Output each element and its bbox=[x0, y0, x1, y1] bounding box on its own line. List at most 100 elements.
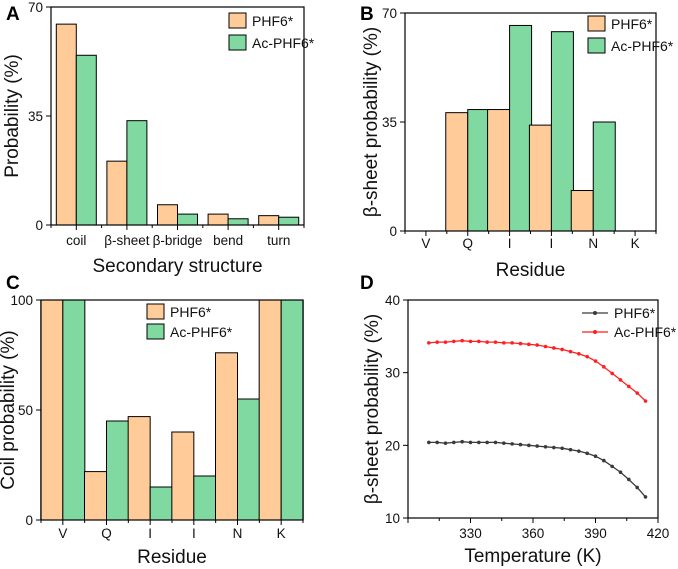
point-ac-phf6 bbox=[610, 371, 614, 376]
x-tick-label: 330 bbox=[459, 526, 482, 541]
legend: PHF6* Ac-PHF6* bbox=[587, 15, 674, 54]
x-tick-label: β-bridge bbox=[153, 233, 203, 248]
axes-frame bbox=[40, 299, 304, 521]
x-tick-label: K bbox=[631, 236, 640, 251]
point-ac-phf6 bbox=[443, 340, 448, 344]
point-phf6 bbox=[568, 447, 573, 452]
bars bbox=[55, 23, 300, 226]
point-phf6 bbox=[618, 470, 623, 475]
bar-ac-phf6-3 bbox=[509, 24, 533, 232]
line-ac-phf6 bbox=[428, 340, 646, 402]
bar-ac-phf6-5 bbox=[592, 121, 616, 232]
y-tick-label: 40 bbox=[385, 293, 400, 308]
panel-letter: D bbox=[360, 273, 374, 294]
y-axis-title: β-sheet probability (%) bbox=[362, 314, 383, 504]
point-ac-phf6 bbox=[493, 340, 498, 344]
x-axis-title: Temperature (K) bbox=[464, 546, 601, 567]
legend-label: Ac-PHF6* bbox=[611, 38, 674, 54]
x-tick-label: N bbox=[588, 236, 598, 251]
point-ac-phf6 bbox=[543, 344, 548, 349]
point-ac-phf6 bbox=[643, 399, 648, 403]
bar-phf6-1 bbox=[55, 23, 77, 226]
point-ac-phf6 bbox=[527, 342, 531, 347]
legend: PHF6* Ac-PHF6* bbox=[582, 305, 677, 340]
point-ac-phf6 bbox=[477, 339, 481, 344]
point-phf6 bbox=[535, 444, 539, 448]
bar-phf6-3 bbox=[487, 109, 511, 232]
legend-marker bbox=[593, 311, 597, 315]
legend-label: Ac-PHF6* bbox=[170, 324, 233, 340]
x-tick-label: I bbox=[550, 236, 554, 251]
point-ac-phf6 bbox=[560, 347, 564, 352]
x-tick-label: Q bbox=[101, 526, 112, 541]
bar-ac-phf6-6 bbox=[280, 299, 304, 521]
point-phf6 bbox=[468, 440, 473, 445]
x-tick-label: Q bbox=[462, 236, 473, 251]
legend-swatch-ac-phf6 bbox=[146, 323, 165, 340]
bar-phf6-2 bbox=[84, 471, 107, 521]
point-phf6 bbox=[493, 440, 498, 445]
bar-phf6-4 bbox=[528, 124, 552, 232]
point-ac-phf6 bbox=[460, 338, 464, 343]
point-phf6 bbox=[502, 441, 506, 445]
point-ac-phf6 bbox=[568, 349, 573, 354]
point-ac-phf6 bbox=[635, 391, 639, 395]
y-tick-label: 35 bbox=[382, 115, 397, 130]
point-phf6 bbox=[452, 440, 456, 445]
axes-frame bbox=[50, 6, 305, 226]
x-tick-label: 390 bbox=[584, 526, 607, 541]
y-axis-title: Coil probability (%) bbox=[0, 330, 19, 489]
legend: PHF6* Ac-PHF6* bbox=[146, 303, 233, 340]
point-ac-phf6 bbox=[577, 351, 581, 356]
y-tick-label: 50 bbox=[18, 403, 33, 418]
bar-phf6-3 bbox=[157, 204, 178, 226]
point-phf6 bbox=[552, 445, 556, 450]
bar-ac-phf6-4 bbox=[193, 475, 217, 521]
legend-label: PHF6* bbox=[611, 16, 653, 32]
bar-ac-phf6-5 bbox=[278, 216, 300, 226]
bar-ac-phf6-3 bbox=[149, 486, 173, 521]
point-ac-phf6 bbox=[435, 340, 439, 344]
point-ac-phf6 bbox=[535, 343, 539, 347]
bar-phf6-2 bbox=[445, 112, 469, 232]
x-tick-label: 360 bbox=[522, 526, 545, 541]
bar-ac-phf6-4 bbox=[550, 31, 574, 232]
panel-c: C V Q I I N K 0 50 100 Residue Coil probability (%)… bbox=[0, 273, 304, 568]
bar-phf6-3 bbox=[127, 416, 151, 521]
x-tick-label: β-sheet bbox=[104, 233, 150, 248]
point-phf6 bbox=[510, 442, 514, 446]
x-tick-label: I bbox=[508, 236, 512, 251]
x-tick-label: V bbox=[58, 526, 67, 541]
legend-label: Ac-PHF6* bbox=[252, 35, 315, 51]
legend-swatch-phf6 bbox=[587, 15, 606, 32]
legend-label: PHF6* bbox=[170, 304, 212, 320]
legend-label: Ac-PHF6* bbox=[614, 324, 677, 340]
legend-marker bbox=[593, 330, 597, 334]
x-tick-label: turn bbox=[267, 233, 290, 248]
point-ac-phf6 bbox=[468, 339, 473, 344]
bar-phf6-4 bbox=[171, 431, 195, 521]
axes-frame bbox=[404, 12, 657, 232]
point-phf6 bbox=[643, 495, 648, 499]
bar-ac-phf6-2 bbox=[106, 420, 129, 521]
bar-ac-phf6-3 bbox=[177, 213, 198, 226]
panel-letter: C bbox=[6, 273, 20, 294]
axes-frame bbox=[407, 299, 659, 519]
x-tick-label: bend bbox=[213, 233, 243, 248]
bar-phf6-5 bbox=[258, 215, 280, 226]
legend-label: PHF6* bbox=[614, 305, 656, 321]
y-tick-label: 0 bbox=[389, 224, 397, 239]
point-phf6 bbox=[460, 439, 464, 444]
y-axis-title: β-sheet probability (%) bbox=[361, 27, 382, 217]
legend-label: PHF6* bbox=[252, 13, 294, 29]
point-ac-phf6 bbox=[518, 341, 523, 346]
point-phf6 bbox=[627, 477, 631, 482]
point-phf6 bbox=[543, 444, 548, 449]
x-tick-label: I bbox=[148, 526, 152, 541]
bars bbox=[40, 299, 304, 521]
point-ac-phf6 bbox=[618, 378, 623, 382]
point-phf6 bbox=[577, 449, 581, 453]
x-tick-label: 420 bbox=[647, 526, 670, 541]
